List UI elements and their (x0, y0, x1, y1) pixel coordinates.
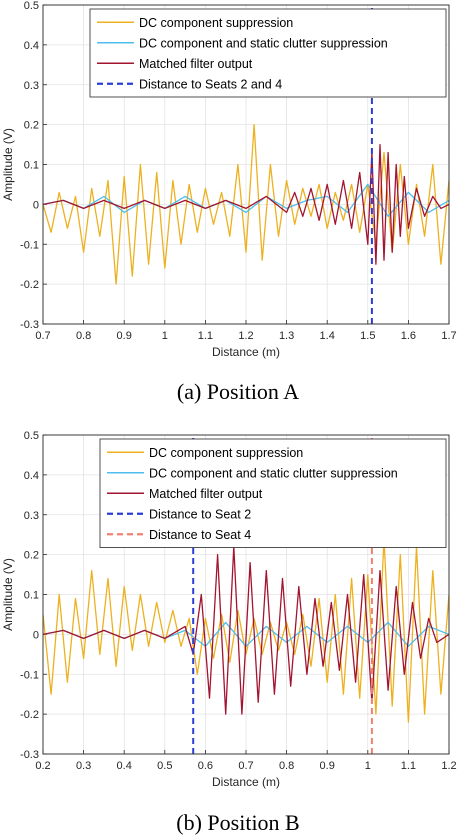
x-tick-label: 1.5 (360, 330, 375, 342)
y-tick-label: -0.2 (20, 279, 39, 291)
legend-entry-4: Distance to Seat 4 (149, 528, 251, 542)
x-tick-label: 1 (365, 760, 371, 772)
y-axis-label: Amplitude (V) (1, 128, 15, 201)
y-tick-label: -0.2 (20, 709, 39, 721)
y-tick-label: 0.2 (24, 120, 39, 132)
legend: DC component suppression DC component and… (89, 8, 447, 98)
y-tick-label: -0.1 (20, 669, 39, 681)
x-axis-label: Distance (m) (212, 775, 280, 789)
x-tick-label: 0.9 (117, 330, 132, 342)
x-tick-label: 1.2 (441, 760, 456, 772)
y-tick-label: -0.1 (20, 239, 39, 251)
series-line-1 (43, 183, 449, 217)
x-tick-label: 0.5 (157, 760, 172, 772)
legend-entry-2: Matched filter output (139, 57, 253, 71)
x-tick-label: 1.1 (401, 760, 416, 772)
legend-entry-1: DC component and static clutter suppress… (139, 36, 388, 50)
y-tick-label: 0.2 (24, 550, 39, 562)
legend-box (89, 8, 447, 98)
y-tick-label: 0.3 (24, 510, 39, 522)
x-tick-label: 1.3 (279, 330, 294, 342)
chart-position-a: 0.7 0.8 0.9 1 1.1 1.2 1.3 1.4 1.5 1.6 1.7 -0.3 -0.2 -… (1, 0, 457, 359)
axes-box (42, 4, 450, 325)
legend-entry-3: Distance to Seats 2 and 4 (139, 77, 282, 91)
x-tick-label: 0.4 (117, 760, 132, 772)
x-tick-label: 0.7 (238, 760, 253, 772)
x-tick-label: 0.7 (35, 330, 50, 342)
y-tick-label: 0.5 (24, 430, 39, 442)
series-line-2 (43, 143, 449, 265)
x-axis-label: Distance (m) (212, 345, 280, 359)
x-tick-label: 1.7 (441, 330, 456, 342)
x-tick-label: 1.6 (401, 330, 416, 342)
legend: DC component suppression DC component and… (99, 438, 447, 548)
series-line-2 (43, 545, 449, 715)
legend-entry-0: DC component suppression (149, 446, 303, 460)
chart-position-b: 0.2 0.3 0.4 0.5 0.6 0.7 0.8 0.9 1 1.1 1.2 -0.3 -0.2 -… (1, 430, 457, 789)
y-tick-label: -0.3 (20, 749, 39, 761)
caption-position-b: (b) Position B (176, 810, 299, 835)
x-tick-label: 0.2 (35, 760, 50, 772)
legend-entry-3: Distance to Seat 2 (149, 507, 251, 521)
x-tick-label: 0.3 (76, 760, 91, 772)
x-tick-label: 1 (162, 330, 168, 342)
axes-box (42, 434, 450, 755)
y-tick-label: 0.4 (24, 470, 39, 482)
y-tick-label: 0.5 (24, 0, 39, 12)
x-tick-label: 0.6 (198, 760, 213, 772)
y-tick-label: 0 (33, 629, 39, 641)
legend-entry-2: Matched filter output (149, 487, 263, 501)
x-tick-label: 1.4 (320, 330, 335, 342)
y-tick-label: 0 (33, 199, 39, 211)
y-axis-label: Amplitude (V) (1, 558, 15, 631)
caption-position-a: (a) Position A (177, 379, 299, 404)
legend-box (99, 438, 447, 548)
legend-entry-1: DC component and static clutter suppress… (149, 466, 398, 480)
x-tick-label: 0.9 (320, 760, 335, 772)
y-tick-label: -0.3 (20, 319, 39, 331)
x-tick-label: 1.1 (198, 330, 213, 342)
x-tick-label: 0.8 (76, 330, 91, 342)
y-tick-label: 0.1 (24, 160, 39, 172)
y-tick-label: 0.4 (24, 40, 39, 52)
y-tick-label: 0.1 (24, 590, 39, 602)
y-tick-label: 0.3 (24, 80, 39, 92)
legend-entry-0: DC component suppression (139, 16, 293, 30)
x-tick-label: 0.8 (279, 760, 294, 772)
x-tick-label: 1.2 (238, 330, 253, 342)
